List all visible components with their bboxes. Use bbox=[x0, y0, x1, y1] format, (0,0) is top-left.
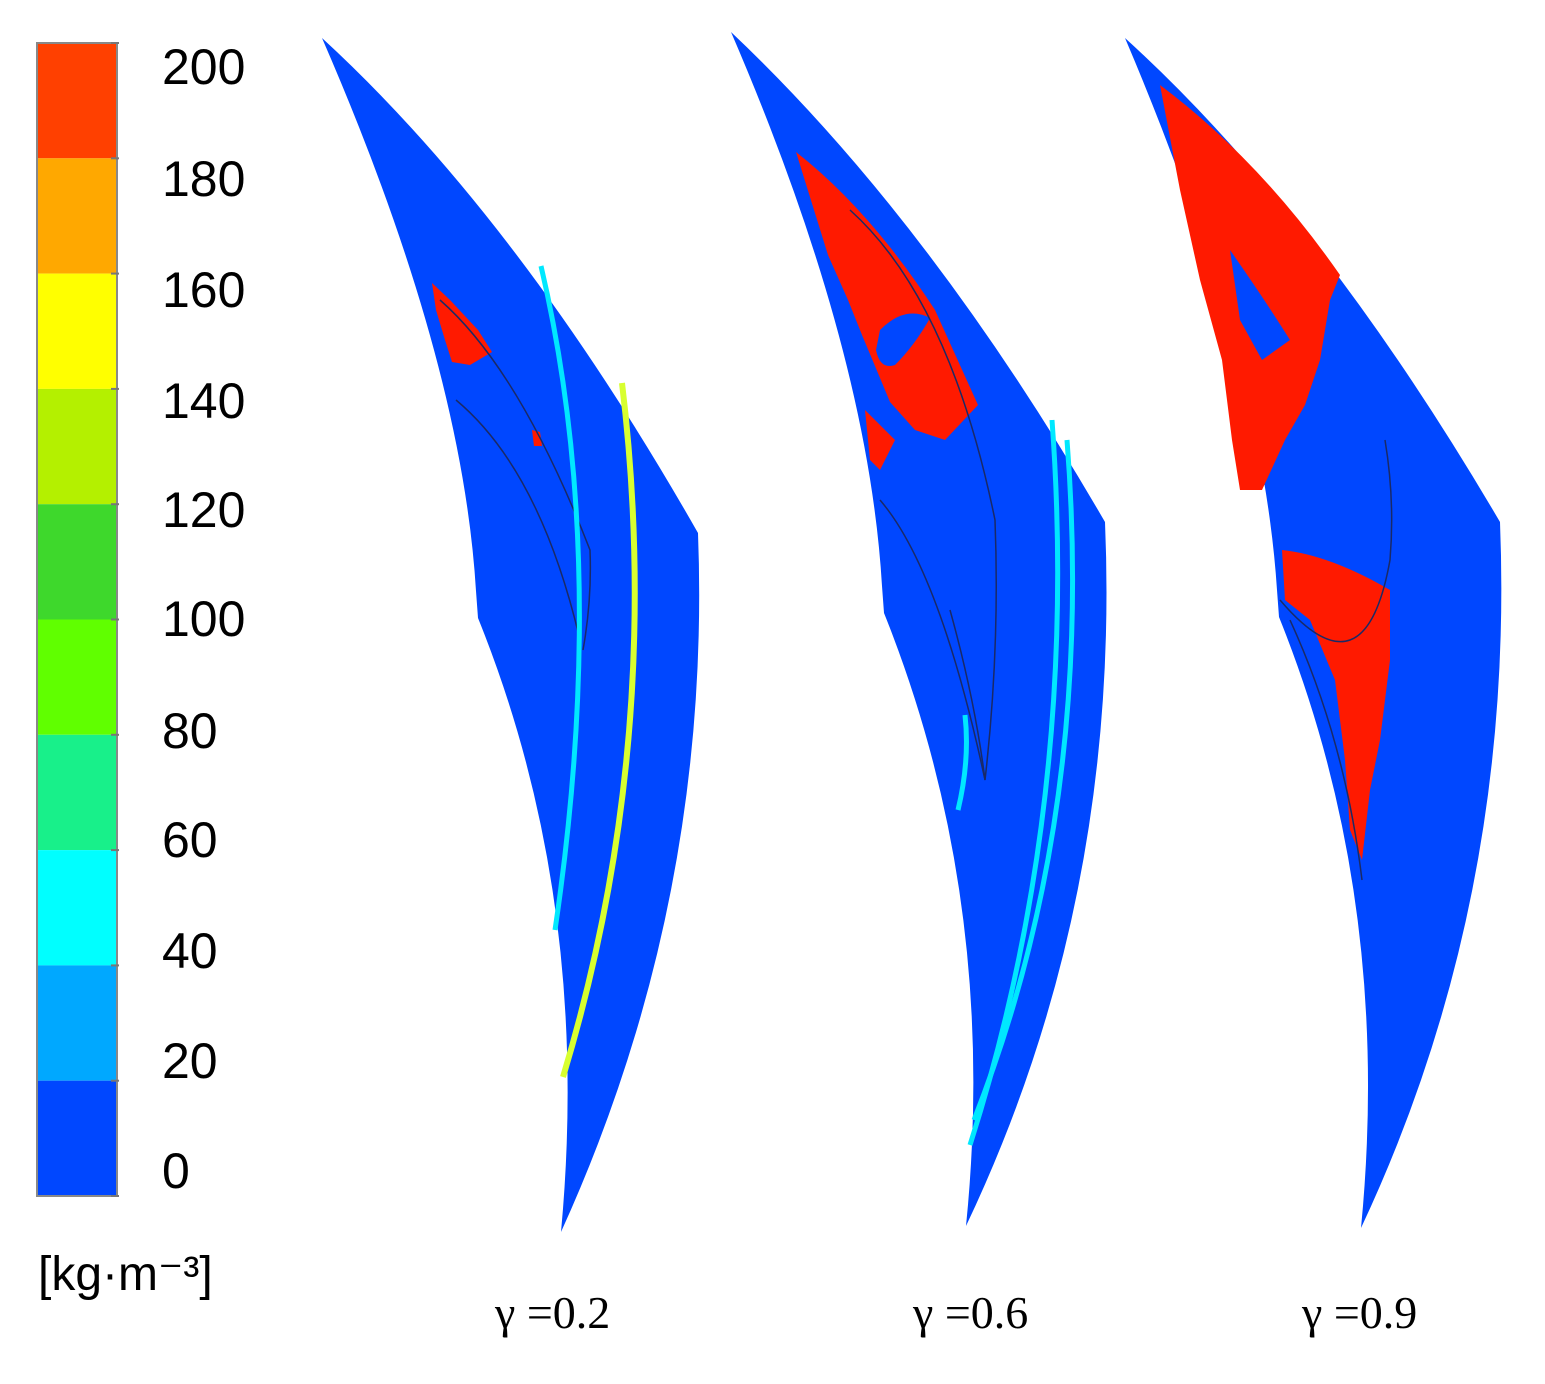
blade-passage-shape bbox=[1125, 38, 1502, 1228]
colorbar-band bbox=[37, 273, 117, 389]
cyan-contour-band bbox=[971, 439, 1076, 1121]
blade-passage-shape bbox=[731, 32, 1107, 1226]
tick-label-120: 120 bbox=[162, 482, 245, 538]
colorbar-band bbox=[37, 965, 117, 1081]
blade-outline bbox=[849, 209, 997, 781]
panel-gamma-0-6: γ =0.6 bbox=[731, 32, 1107, 1338]
blade-outline bbox=[1289, 619, 1363, 881]
yellow-contour-band bbox=[560, 382, 638, 1078]
blade-passage-shape bbox=[322, 38, 700, 1232]
high-density-region bbox=[865, 410, 895, 470]
colorbar-band bbox=[37, 43, 117, 159]
blade-outline bbox=[455, 399, 581, 641]
cyan-contour-band bbox=[955, 714, 969, 811]
panel-label: γ =0.9 bbox=[1301, 1287, 1417, 1338]
panel-gamma-0-9: γ =0.9 bbox=[1125, 38, 1502, 1338]
tick-label-80: 80 bbox=[162, 703, 218, 759]
colorbar: 200 180 160 140 120 100 80 60 40 20 0 [k… bbox=[36, 39, 245, 1301]
high-density-region bbox=[1338, 585, 1375, 640]
tick-label-0: 0 bbox=[162, 1143, 190, 1199]
colorbar-band bbox=[37, 734, 117, 851]
blade-outline bbox=[879, 499, 986, 781]
tick-label-160: 160 bbox=[162, 262, 245, 318]
tick-label-140: 140 bbox=[162, 373, 245, 429]
tick-label-40: 40 bbox=[162, 923, 218, 979]
panel-label: γ =0.6 bbox=[912, 1287, 1028, 1338]
high-density-region bbox=[432, 283, 492, 365]
blade-outline bbox=[1279, 439, 1393, 643]
colorbar-band bbox=[37, 388, 117, 505]
high-density-region bbox=[532, 430, 542, 446]
colorbar-bands bbox=[37, 43, 117, 1196]
tick-label-60: 60 bbox=[162, 812, 218, 868]
colorbar-band bbox=[37, 1080, 117, 1196]
panel-label: γ =0.2 bbox=[494, 1287, 610, 1338]
panel-gamma-0-2: γ =0.2 bbox=[322, 38, 700, 1338]
tick-label-200: 200 bbox=[162, 39, 245, 95]
cyan-contour-band bbox=[538, 265, 582, 931]
tick-label-20: 20 bbox=[162, 1033, 218, 1089]
tick-label-100: 100 bbox=[162, 591, 245, 647]
colorbar-ticks bbox=[111, 42, 119, 1197]
field-mask bbox=[876, 313, 930, 366]
colorbar-band bbox=[37, 850, 117, 966]
high-density-region bbox=[796, 152, 978, 440]
tick-label-180: 180 bbox=[162, 151, 245, 207]
colorbar-band bbox=[37, 504, 117, 620]
blade-outline bbox=[439, 299, 592, 651]
colorbar-unit-label: [kg·m⁻³] bbox=[38, 1248, 213, 1301]
colorbar-band bbox=[37, 619, 117, 735]
colorbar-band bbox=[37, 158, 117, 274]
field-mask bbox=[1230, 250, 1290, 360]
